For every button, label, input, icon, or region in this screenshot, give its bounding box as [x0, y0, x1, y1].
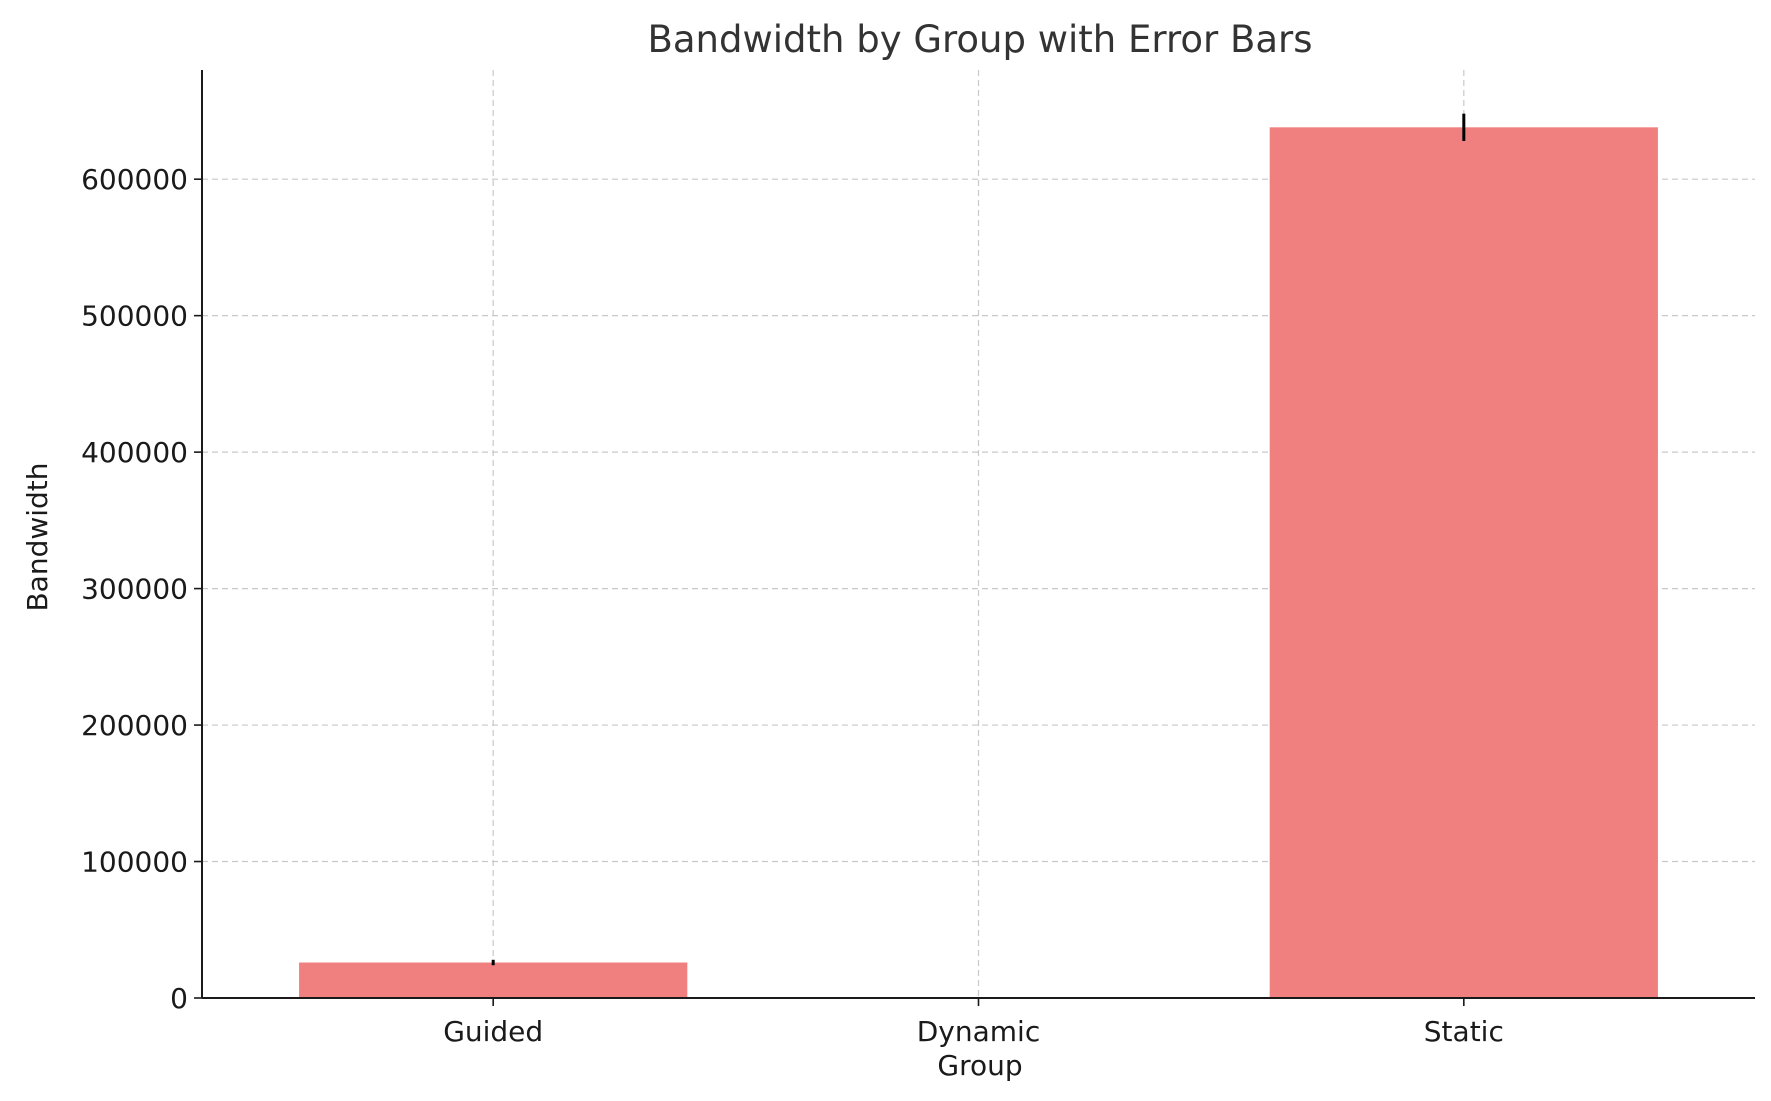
x-tick-label: Static [1424, 1015, 1504, 1048]
x-tick-label: Guided [443, 1015, 543, 1048]
y-tick-label: 0 [170, 982, 188, 1015]
y-tick-label: 200000 [81, 709, 188, 742]
x-tick-label: Dynamic [917, 1015, 1040, 1048]
y-tick-label: 300000 [81, 573, 188, 606]
tick-layer: 0 100000 200000 300000 400000 500000 600000 Gui… [81, 163, 1504, 1048]
x-axis-label: Group [937, 1049, 1022, 1082]
bar [1269, 127, 1658, 999]
bar-layer [299, 113, 1658, 999]
y-axis-label: Bandwidth [21, 462, 54, 611]
bar [299, 962, 688, 998]
y-tick-label: 500000 [81, 300, 188, 333]
chart-title: Bandwidth by Group with Error Bars [647, 18, 1312, 61]
y-tick-label: 600000 [81, 163, 188, 196]
y-tick-label: 400000 [81, 436, 188, 469]
y-tick-label: 100000 [81, 846, 188, 879]
